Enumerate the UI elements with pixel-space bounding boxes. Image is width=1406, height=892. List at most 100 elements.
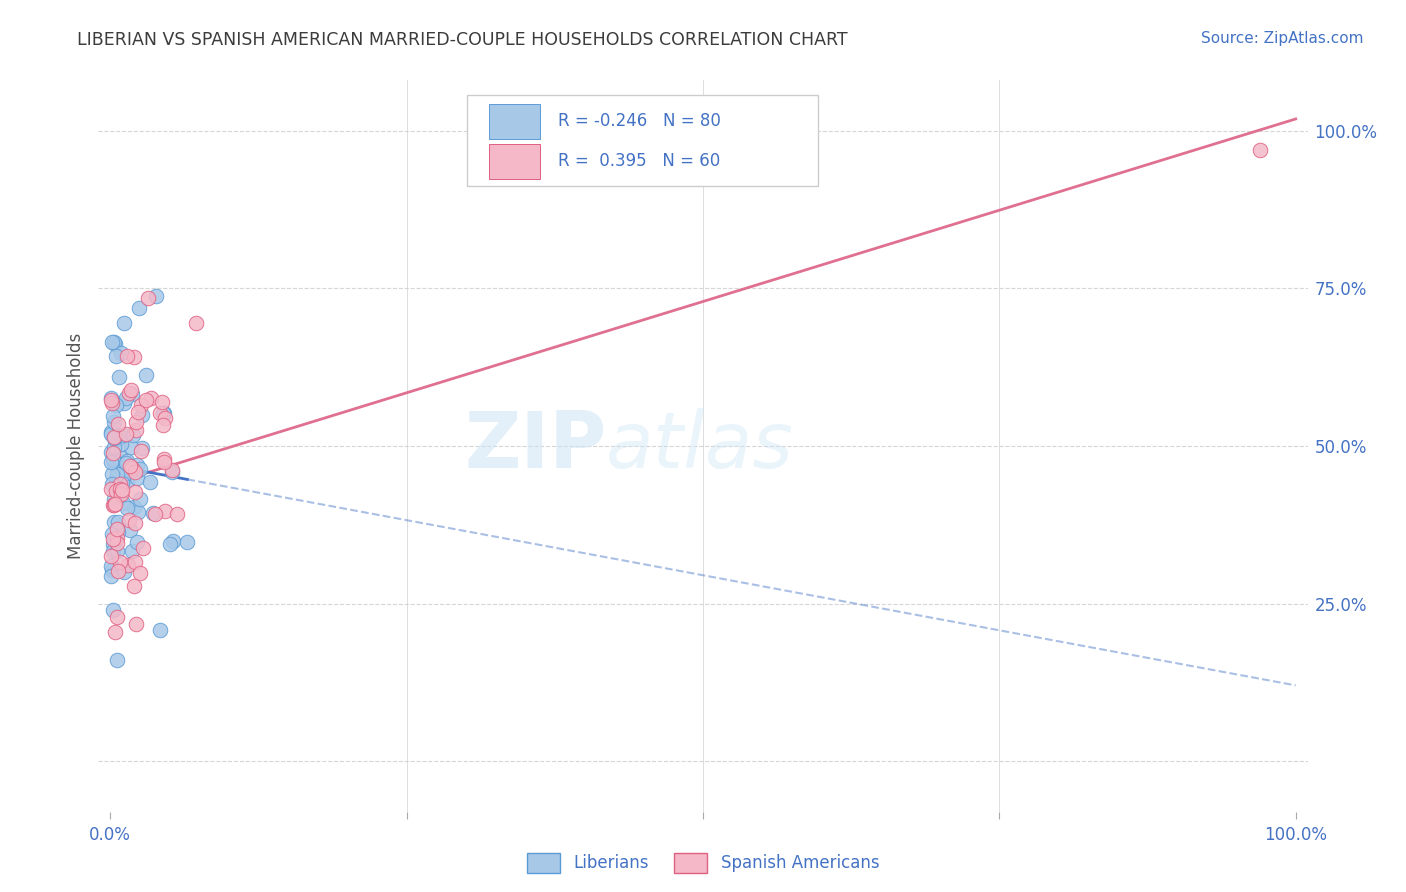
Point — [101, 477, 124, 491]
Text: R =  0.395   N = 60: R = 0.395 N = 60 — [558, 153, 720, 170]
Point — [103, 415, 125, 429]
Text: ZIP: ZIP — [464, 408, 606, 484]
Point — [124, 485, 146, 500]
Point — [127, 405, 149, 419]
Point — [152, 418, 174, 433]
Point — [124, 516, 146, 530]
Point — [176, 535, 198, 549]
Point — [103, 537, 125, 551]
Point — [110, 555, 132, 569]
Point — [162, 465, 184, 479]
Point — [139, 391, 162, 405]
Point — [118, 513, 141, 527]
Point — [108, 369, 131, 384]
Point — [125, 416, 148, 430]
Point — [110, 437, 132, 451]
Point — [118, 523, 141, 537]
Point — [120, 440, 142, 454]
Point — [103, 440, 125, 454]
Point — [107, 524, 129, 539]
Point — [129, 444, 152, 458]
Point — [125, 423, 148, 437]
Point — [105, 531, 128, 545]
Point — [110, 450, 132, 465]
Point — [162, 533, 184, 548]
Text: atlas: atlas — [606, 408, 794, 484]
Point — [150, 394, 173, 409]
Point — [101, 396, 124, 410]
Point — [103, 498, 125, 512]
Point — [103, 337, 125, 351]
Point — [129, 398, 152, 412]
Legend: Liberians, Spanish Americans: Liberians, Spanish Americans — [520, 847, 886, 880]
Point — [107, 431, 129, 445]
Point — [105, 467, 128, 482]
Point — [143, 507, 166, 521]
Point — [115, 500, 138, 515]
Point — [111, 475, 134, 490]
Point — [112, 565, 135, 579]
Point — [121, 543, 143, 558]
Point — [112, 428, 135, 442]
Point — [149, 406, 172, 420]
Point — [101, 498, 124, 512]
Y-axis label: Married-couple Households: Married-couple Households — [67, 333, 86, 559]
Point — [135, 392, 157, 407]
Point — [108, 476, 131, 491]
Point — [131, 409, 153, 423]
Point — [105, 543, 128, 558]
Point — [142, 506, 165, 520]
Point — [122, 500, 145, 515]
Point — [117, 558, 139, 572]
Point — [105, 484, 128, 499]
Point — [105, 522, 128, 536]
Point — [124, 465, 146, 479]
Point — [100, 559, 122, 574]
Point — [131, 441, 153, 455]
Point — [111, 483, 134, 497]
Point — [118, 386, 141, 401]
Point — [115, 391, 138, 405]
Point — [153, 410, 176, 425]
Point — [139, 475, 162, 489]
Point — [125, 535, 148, 549]
Point — [105, 349, 128, 363]
Point — [104, 480, 127, 494]
Point — [100, 391, 122, 405]
Point — [152, 407, 174, 421]
Point — [112, 496, 135, 510]
Point — [105, 535, 128, 549]
Point — [107, 417, 129, 431]
Point — [105, 477, 128, 491]
Point — [107, 564, 129, 578]
Point — [103, 430, 125, 444]
Point — [135, 368, 157, 382]
Point — [115, 350, 138, 364]
Point — [104, 398, 127, 412]
Text: Source: ZipAtlas.com: Source: ZipAtlas.com — [1201, 31, 1364, 46]
Point — [107, 515, 129, 529]
Point — [101, 532, 124, 546]
Point — [160, 462, 183, 476]
FancyBboxPatch shape — [467, 95, 818, 186]
Point — [153, 452, 176, 467]
Point — [122, 350, 145, 364]
Point — [122, 428, 145, 442]
Point — [115, 475, 138, 489]
Point — [125, 458, 148, 472]
Point — [124, 555, 146, 569]
Point — [115, 466, 138, 480]
Point — [100, 425, 122, 439]
Point — [101, 467, 124, 481]
Point — [112, 317, 135, 331]
Point — [100, 334, 122, 349]
Bar — [489, 103, 540, 139]
Point — [107, 429, 129, 443]
Point — [136, 291, 159, 305]
Point — [132, 541, 155, 555]
Point — [184, 316, 207, 330]
Point — [121, 461, 143, 475]
Point — [101, 603, 124, 617]
Point — [129, 462, 152, 476]
Point — [105, 471, 128, 485]
